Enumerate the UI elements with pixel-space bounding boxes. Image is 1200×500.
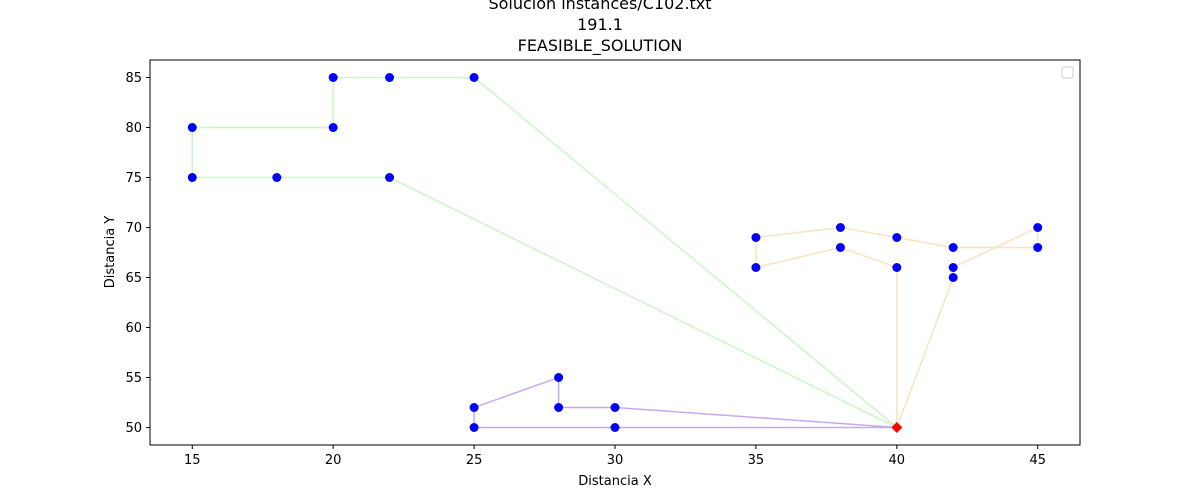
- depot-marker: [891, 422, 903, 433]
- y-tick-label: 55: [125, 371, 142, 386]
- customer-point: [892, 233, 902, 242]
- customer-point: [1033, 223, 1043, 232]
- customer-point: [469, 423, 479, 432]
- customer-point: [948, 243, 958, 252]
- customer-point: [1033, 243, 1043, 252]
- y-tick-label: 70: [125, 221, 142, 236]
- plot-frame: [149, 59, 1081, 446]
- x-axis-ticks: 15 20 25 30 35 40 45: [184, 445, 1046, 468]
- customer-point: [187, 173, 197, 182]
- chart-title-line-2: 191.1: [577, 15, 623, 34]
- route-line-3: [473, 376, 897, 429]
- x-tick-label: 20: [325, 453, 342, 468]
- x-tick-label: 45: [1029, 453, 1046, 468]
- customer-point: [554, 403, 564, 412]
- customer-point: [835, 223, 845, 232]
- routes-layer: [191, 76, 1039, 429]
- customer-point: [892, 263, 902, 272]
- customer-point: [187, 123, 197, 132]
- route-line-2: [755, 226, 1039, 428]
- y-tick-label: 50: [125, 421, 142, 436]
- y-tick-label: 75: [125, 171, 142, 186]
- y-tick-label: 60: [125, 321, 142, 336]
- customer-point: [948, 273, 958, 282]
- chart-title-line-1: Solución instances/C102.txt: [488, 0, 712, 13]
- y-tick-label: 65: [125, 271, 142, 286]
- customer-point: [751, 263, 761, 272]
- customer-point: [469, 403, 479, 412]
- customer-point: [751, 233, 761, 242]
- customer-point: [272, 173, 282, 182]
- customer-point: [948, 263, 958, 272]
- customer-point: [328, 123, 338, 132]
- x-tick-label: 30: [607, 453, 624, 468]
- customer-point: [385, 73, 395, 82]
- x-axis-label: Distancia X: [578, 474, 652, 489]
- points-layer: [187, 73, 1043, 433]
- y-axis-label: Distancia Y: [103, 216, 118, 289]
- x-tick-label: 35: [748, 453, 765, 468]
- x-tick-label: 40: [889, 453, 906, 468]
- customer-point: [385, 173, 395, 182]
- customer-point: [328, 73, 338, 82]
- chart-title-line-3: FEASIBLE_SOLUTION: [517, 36, 683, 55]
- customer-point: [610, 423, 620, 432]
- customer-point: [835, 243, 845, 252]
- y-tick-label: 85: [125, 71, 142, 86]
- customer-point: [610, 403, 620, 412]
- route-line-1: [191, 76, 898, 429]
- customer-point: [469, 73, 479, 82]
- legend-box: [1061, 66, 1074, 79]
- x-tick-label: 25: [466, 453, 483, 468]
- y-axis-ticks: 50 55 60 65 70 75 80 85: [125, 71, 150, 436]
- customer-point: [554, 373, 564, 382]
- y-tick-label: 80: [125, 121, 142, 136]
- x-tick-label: 15: [184, 453, 201, 468]
